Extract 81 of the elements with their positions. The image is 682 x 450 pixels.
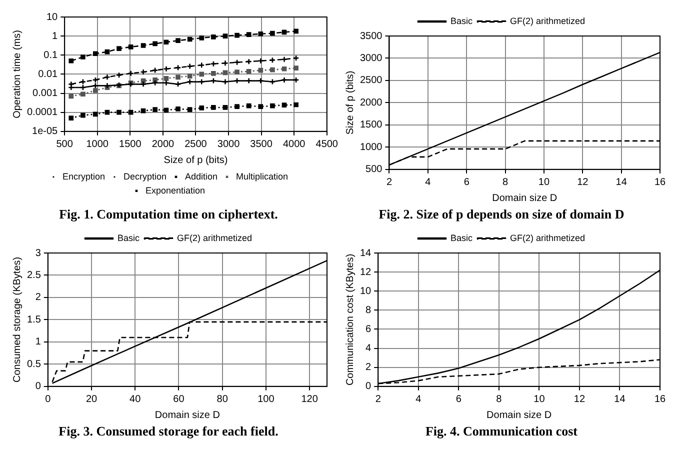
legend-label: Basic [450,232,473,243]
legend-label: GF(2) arithmetized [510,16,586,26]
x-tick-label: 2 [386,177,392,188]
legend-label: Multiplication [236,171,288,182]
y-tick-label: 10 [46,12,58,23]
x-tick-label: 120 [301,394,318,406]
x-tick-label: 60 [173,394,185,406]
text: Fig. 3. Consumed storage for each field. [58,424,278,439]
y-tick-label: 2 [366,362,372,374]
x-tick-label: 10 [538,177,550,188]
y-tick-label: 0 [35,381,42,392]
y-tick-label: 12 [360,266,372,278]
y-tick-label: 0.01 [38,68,58,80]
x-tick-label: 100 [258,394,275,406]
y-tick-label: 14 [360,248,372,259]
text: Fig. 2. Size of p depends on size of domain D [378,206,624,222]
y-tick-label: 0.5 [26,358,42,370]
x-tick-label: 16 [654,394,666,406]
x-tick-label: 4000 [282,139,306,150]
legend-label: GF(2) arithmetized [510,232,586,243]
y-tick-label: 2500 [360,75,383,86]
x-tick-label: 3000 [217,139,240,150]
y-tick-label: 0 [366,381,372,392]
legend-label: Decryption [123,171,167,182]
y-tick-label: 1e-05 [32,126,58,138]
text: Fig. 1. Computation time on ciphertext. [59,206,278,222]
y-tick-label: 0.1 [44,50,58,61]
legend-label: Encryption [62,171,105,182]
y-tick-label: 2 [35,292,42,304]
x-tick-label: 6 [464,177,470,188]
x-axis-title: Domain size D [486,410,552,422]
y-tick-label: 3500 [360,30,383,42]
y-tick-label: 10 [360,286,372,297]
y-axis-title: Consumed storage (KBytes) [12,256,23,383]
y-tick-label: 1 [52,30,58,42]
legend-label: Addition [184,171,218,182]
x-tick-label: 3500 [250,139,273,150]
x-tick-label: 2000 [152,139,175,150]
y-tick-label: 6 [366,324,372,335]
x-tick-label: 12 [574,394,586,406]
text: Fig. 4. Communication cost [425,424,578,439]
y-tick-label: 1 [35,336,42,348]
y-axis-title: Operation time (ms) [12,30,23,118]
y-tick-label: 0.0001 [26,107,58,118]
x-axis-title: Domain size D [154,410,220,422]
x-tick-label: 40 [130,394,142,406]
y-axis-title: Size of p (bits) [344,70,356,135]
y-tick-label: 8 [366,304,372,316]
x-tick-label: 2500 [184,139,208,150]
x-tick-label: 4 [425,177,432,188]
x-tick-label: 4 [416,394,422,406]
x-tick-label: 20 [86,394,98,406]
y-tick-label: 3000 [360,52,383,64]
x-tick-label: 16 [654,177,666,188]
x-tick-label: 500 [56,139,74,150]
y-tick-label: 4 [366,343,372,354]
x-tick-label: 1000 [86,139,109,150]
y-tick-label: 3 [35,248,42,259]
legend-label: Basic [450,16,473,26]
x-tick-label: 10 [534,394,546,406]
x-tick-label: 12 [577,177,589,188]
y-tick-label: 500 [366,164,383,176]
y-tick-label: 2.5 [26,270,42,281]
x-tick-label: 14 [616,177,628,188]
y-tick-label: 1.5 [26,314,42,326]
x-axis-title: Domain size D [492,193,558,204]
legend-label: GF(2) arithmetized [176,232,252,243]
y-tick-label: 1500 [360,120,383,131]
x-tick-label: 14 [614,394,626,406]
y-axis-title: Communication cost (KBytes) [344,254,356,386]
x-axis-title: Size of p (bits) [164,155,228,166]
legend-label: Basic [117,232,140,243]
x-tick-label: 6 [456,394,462,406]
x-tick-label: 8 [502,177,508,188]
x-tick-label: 80 [216,394,228,406]
legend-label: Exponentiation [145,185,206,196]
x-tick-label: 8 [496,394,502,406]
y-tick-label: 0.001 [32,88,58,100]
x-tick-label: 4500 [316,139,338,150]
x-tick-label: 1500 [119,139,142,150]
y-tick-label: 2000 [360,97,383,108]
